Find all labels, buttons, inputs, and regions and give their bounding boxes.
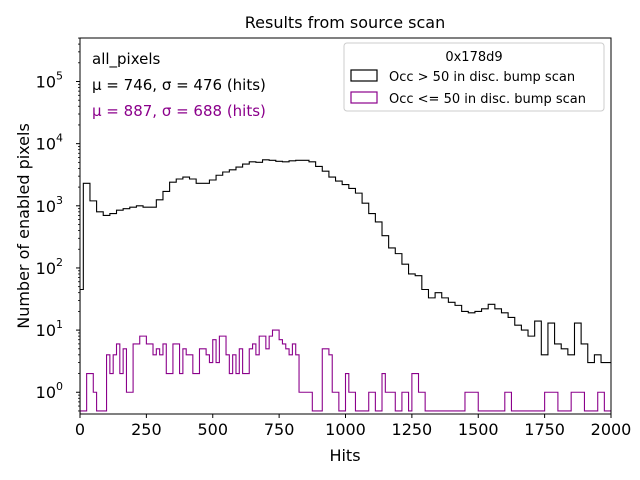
x-tick-label: 250 xyxy=(131,420,162,439)
x-tick-label: 1750 xyxy=(524,420,565,439)
legend-title: 0x178d9 xyxy=(445,50,502,65)
chart-title: Results from source scan xyxy=(245,13,445,32)
x-tick-label: 750 xyxy=(264,420,295,439)
x-tick-label: 0 xyxy=(75,420,85,439)
legend-label-purple: Occ <= 50 in disc. bump scan xyxy=(389,92,586,107)
y-tick-label-exponent: 2 xyxy=(56,256,63,269)
y-tick-label-exponent: 1 xyxy=(56,318,63,331)
y-tick-label-exponent: 3 xyxy=(56,194,63,207)
legend-swatch-purple xyxy=(350,91,378,104)
histogram-series-occ-above-50 xyxy=(80,159,611,414)
x-axis: 0 250 500 750 1000 1250 1500 1750 2000 xyxy=(75,414,631,439)
x-tick-label: 1500 xyxy=(458,420,499,439)
x-tick-label: 500 xyxy=(197,420,228,439)
legend-swatch-black xyxy=(350,69,378,82)
y-tick-label-exponent: 5 xyxy=(56,70,63,83)
x-tick-label: 1250 xyxy=(392,420,433,439)
stats-annotation-black: μ = 746, σ = 476 (hits) xyxy=(92,76,266,94)
x-axis-label: Hits xyxy=(329,446,360,465)
x-tick-label: 2000 xyxy=(591,420,632,439)
legend: 0x178d9 Occ > 50 in disc. bump scan Occ … xyxy=(343,42,605,112)
histogram-series-occ-below-equal-50 xyxy=(80,329,611,414)
legend-box xyxy=(343,42,605,112)
y-tick-label-exponent: 0 xyxy=(56,380,63,393)
stats-annotation-purple: μ = 887, σ = 688 (hits) xyxy=(92,102,266,120)
y-tick-label-exponent: 4 xyxy=(56,132,63,145)
legend-label-black: Occ > 50 in disc. bump scan xyxy=(389,70,575,85)
x-tick-label: 1000 xyxy=(325,420,366,439)
y-axis-label: Number of enabled pixels xyxy=(14,123,33,329)
dataset-annotation: all_pixels xyxy=(92,50,161,69)
series-layer xyxy=(80,159,611,414)
